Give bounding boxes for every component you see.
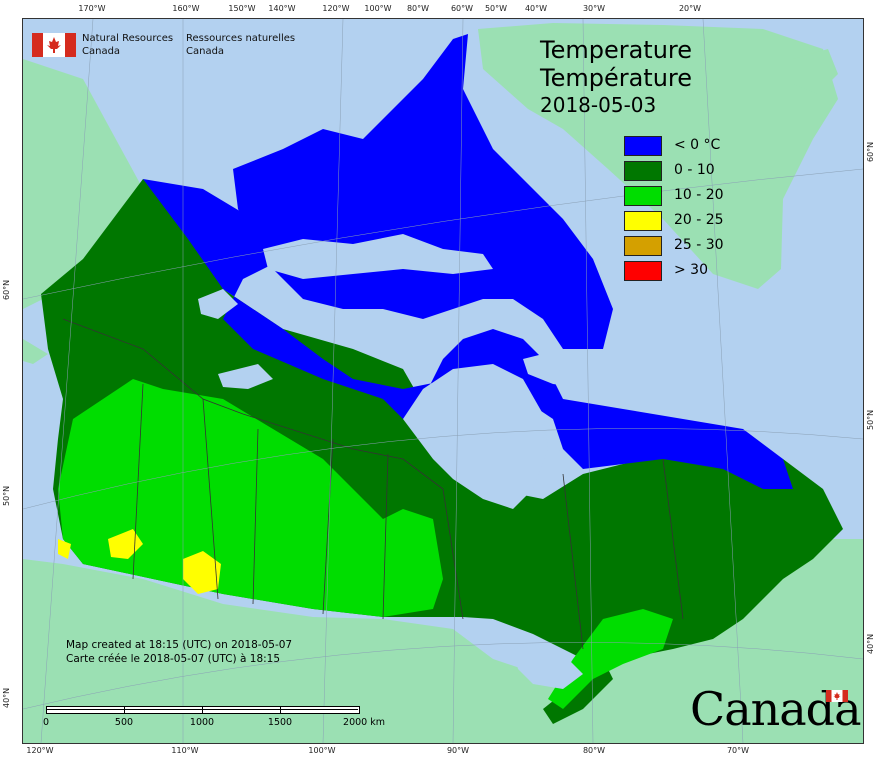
map-svg [23,19,863,743]
boundaries [62,318,684,650]
tick-bottom-70w: 70°W [726,746,750,755]
agency-fr-line1: Ressources naturelles [186,33,296,44]
tick-top-30w: 30°W [582,4,606,13]
legend-swatch [624,261,662,281]
canada-zone-10-20-east [548,609,673,709]
tick-top-150w: 150°W [228,4,256,13]
greenland-land [478,23,838,289]
tick-top-80w: 80°W [406,4,430,13]
tick-top-170w: 170°W [78,4,106,13]
map-title-en: Temperature [540,36,693,64]
map-canvas [22,18,864,744]
credit-fr: Carte créée le 2018-05-07 (UTC) à 18:15 [66,653,281,665]
scale-label-2000: 2000 km [343,717,385,728]
wordmark-flag-icon [826,690,848,702]
iceland-land [793,49,838,94]
canada-flag-icon [32,33,76,57]
tick-top-50w: 50°W [484,4,508,13]
map-title-block: Temperature Température 2018-05-03 [540,36,692,118]
tick-left-60n: 60°N [2,279,11,300]
legend-label: 0 - 10 [674,162,715,178]
agency-en-line1: Natural Resources [82,33,174,44]
tick-right-60n: 60°N [866,141,875,162]
tick-top-140w: 140°W [268,4,296,13]
scale-segment [46,706,126,714]
arctic-channel [263,234,493,279]
legend-label: 25 - 30 [674,237,724,253]
legend-swatch [624,236,662,256]
tick-top-60w: 60°W [450,4,474,13]
scale-bar: 0 500 1000 1500 2000 km [42,706,385,728]
hudson-strait [523,349,623,389]
tick-top-160w: 160°W [172,4,200,13]
tick-left-40n: 40°N [2,687,11,708]
great-lakes [513,644,583,689]
legend-label: < 0 °C [674,137,721,153]
legend-swatch [624,211,662,231]
scale-midline [46,709,358,710]
agency-signature: Natural Resources Canada Ressources natu… [32,32,295,60]
tick-bottom-120w: 120°W [26,746,54,755]
alaska-islands [23,339,48,364]
tick-bottom-90w: 90°W [446,746,470,755]
tick-right-40n: 40°N [866,633,875,654]
map-credits: Map created at 18:15 (UTC) on 2018-05-07… [66,638,292,666]
legend-swatch [624,186,662,206]
map-title-fr: Température [540,64,693,92]
hudson-bay [403,364,548,509]
alaska-land [23,59,143,309]
canada-zone-below-0-north [143,179,793,489]
scale-label-500: 500 [114,717,134,728]
agency-en-line2: Canada [82,46,121,57]
tick-top-20w: 20°W [678,4,702,13]
legend-swatch [624,136,662,156]
great-bear-lake [198,289,238,319]
legend-label: 20 - 25 [674,212,724,228]
tick-right-50n: 50°N [866,409,875,430]
usa-land [23,539,863,743]
tick-bottom-80w: 80°W [582,746,606,755]
tick-bottom-110w: 110°W [171,746,199,755]
scale-segment [280,706,360,714]
legend-swatch [624,161,662,181]
scale-segment [202,706,282,714]
canada-zone-10-20-west [58,379,443,617]
tick-bottom-100w: 100°W [308,746,336,755]
graticule [23,19,863,743]
tick-top-40w: 40°W [524,4,548,13]
tick-left-50n: 50°N [2,485,11,506]
credit-en: Map created at 18:15 (UTC) on 2018-05-07 [66,639,293,651]
agency-fr-line2: Canada [186,46,225,57]
tick-top-100w: 100°W [364,4,392,13]
scale-label-1000: 1000 [189,717,215,728]
warm-patch-bc-south [58,539,71,559]
scale-segment [124,706,204,714]
tick-top-120w: 120°W [322,4,350,13]
warm-patch-alberta [183,551,221,594]
legend-label: > 30 [674,262,708,278]
scale-label-1500: 1500 [267,717,293,728]
great-slave-lake [218,364,273,389]
legend-label: 10 - 20 [674,187,724,203]
map-date: 2018-05-03 [540,93,657,117]
scale-label-0: 0 [42,717,50,728]
